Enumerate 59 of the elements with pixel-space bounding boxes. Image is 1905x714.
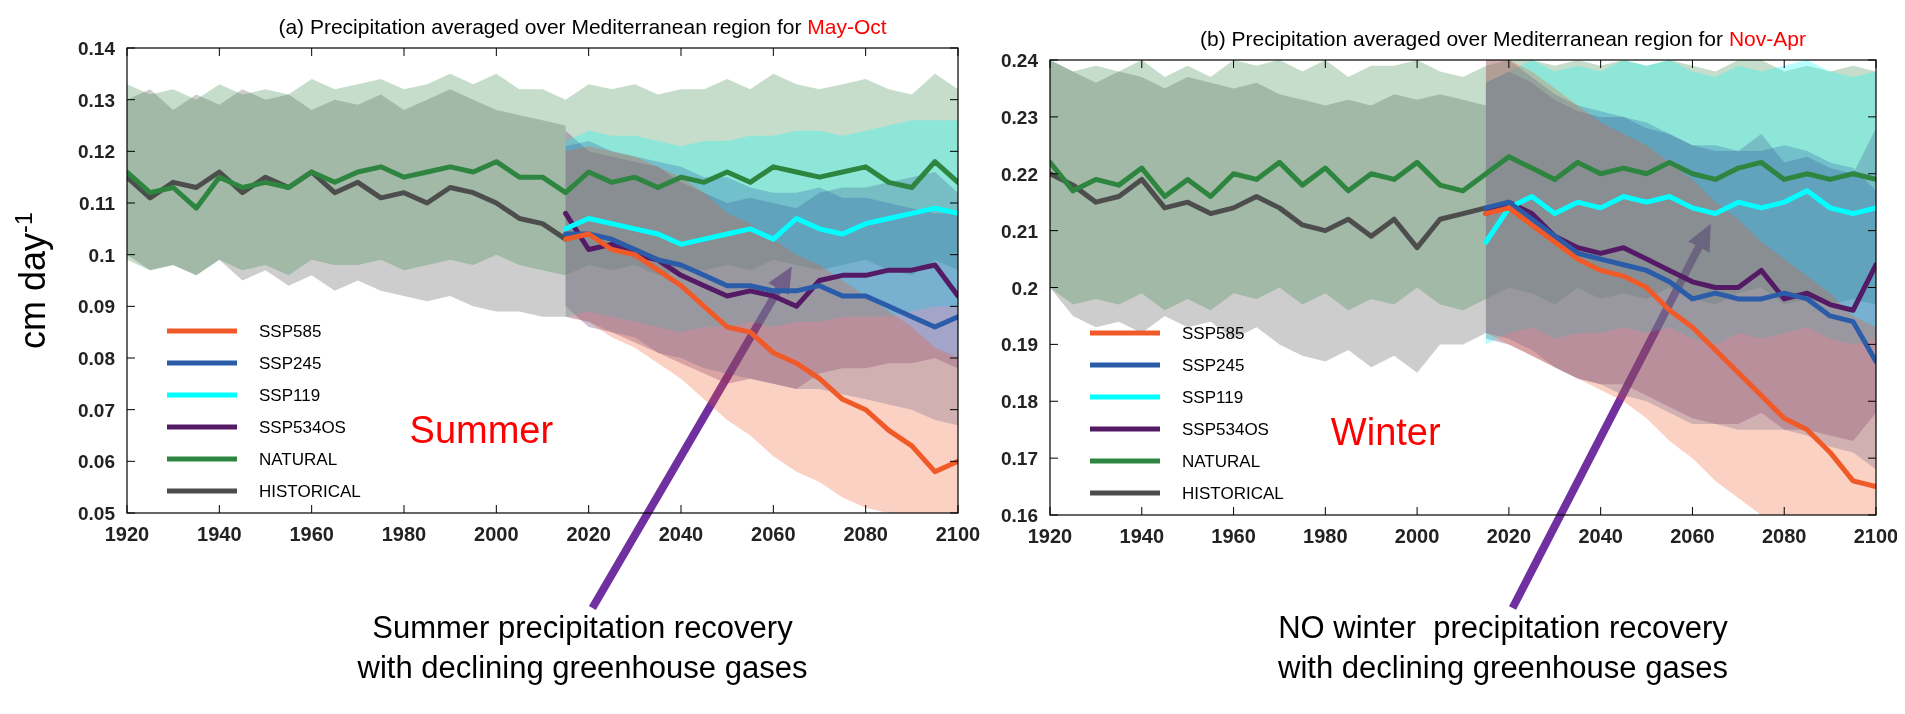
legend-label: SSP585 (1182, 324, 1245, 343)
y-tick-label: 0.12 (78, 141, 115, 163)
y-tick-label: 0.07 (78, 399, 115, 421)
x-tick-label: 2020 (566, 523, 611, 545)
x-tick-label: 2060 (751, 523, 796, 545)
y-tick-label: 0.06 (78, 451, 115, 473)
legend-label: SSP119 (259, 386, 321, 405)
y-tick-label: 0.09 (78, 296, 115, 318)
x-tick-label: 1980 (381, 523, 427, 545)
x-tick-label: 2020 (1486, 525, 1532, 547)
y-tick-label: 0.08 (78, 348, 115, 369)
annotation: Summer (409, 409, 554, 451)
y-tick-label: 0.1 (88, 244, 116, 266)
x-tick-label: 1920 (1027, 525, 1073, 547)
chart-title: (a) Precipitation averaged over Mediterranean region for (278, 15, 802, 38)
legend-label: SSP534OS (259, 418, 346, 437)
text: Summer precipitation recovery with declining greenhouse gases (356, 610, 808, 685)
y-tick-label: 0.19 (1001, 334, 1038, 356)
legend-label: SSP534OS (1182, 420, 1269, 439)
x-tick-label: 2060 (1670, 525, 1715, 547)
y-tick-label: 0.24 (1001, 50, 1039, 71)
legend-label: SSP245 (1182, 356, 1245, 375)
legend-label: NATURAL (259, 450, 338, 469)
y-tick-label: 0.11 (79, 193, 116, 214)
y-tick-label: 0.23 (1001, 106, 1038, 128)
y-tick-label: 0.17 (1001, 448, 1038, 470)
x-tick-label: 1960 (1211, 525, 1256, 547)
x-tick-label: 2100 (1853, 525, 1899, 547)
legend-label: HISTORICAL (1182, 484, 1284, 503)
y-tick-label: 0.05 (78, 503, 116, 524)
x-tick-label: 1940 (197, 523, 242, 545)
legend-label: NATURAL (1182, 452, 1261, 471)
x-tick-label: 1960 (289, 523, 334, 545)
y-tick-label: 0.18 (1001, 391, 1038, 413)
x-tick-label: 1920 (104, 523, 150, 545)
chart-title: (b) Precipitation averaged over Mediterranean region for (1200, 27, 1724, 50)
y-tick-label: 0.16 (1001, 505, 1038, 526)
annotation: Winter (1330, 411, 1441, 453)
x-tick-label: 2040 (1578, 525, 1623, 547)
x-tick-label: 2080 (843, 523, 888, 545)
legend-label: SSP119 (1182, 388, 1244, 407)
x-tick-label: 2000 (1394, 525, 1440, 547)
y-tick-label: 0.22 (1001, 163, 1038, 185)
text: NO winter precipitation recovery with declining greenhouse gases (1277, 610, 1729, 685)
y-tick-label: 0.21 (1001, 220, 1039, 242)
x-tick-label: 2080 (1761, 525, 1807, 547)
chart-subtitle: Nov-Apr (1723, 27, 1806, 50)
x-tick-label: 2000 (474, 523, 519, 545)
y-tick-label: 0.13 (78, 89, 115, 111)
x-tick-label: 2040 (658, 523, 704, 545)
legend-label: SSP585 (259, 322, 322, 341)
chart-subtitle: May-Oct (801, 15, 887, 38)
legend-label: SSP245 (259, 354, 322, 373)
y-tick-label: 0.2 (1011, 277, 1038, 299)
x-tick-label: 1940 (1119, 525, 1165, 547)
x-tick-label: 2100 (935, 523, 981, 545)
x-tick-label: 1980 (1303, 525, 1348, 547)
legend-label: HISTORICAL (259, 482, 361, 501)
y-tick-label: 0.14 (78, 38, 116, 59)
